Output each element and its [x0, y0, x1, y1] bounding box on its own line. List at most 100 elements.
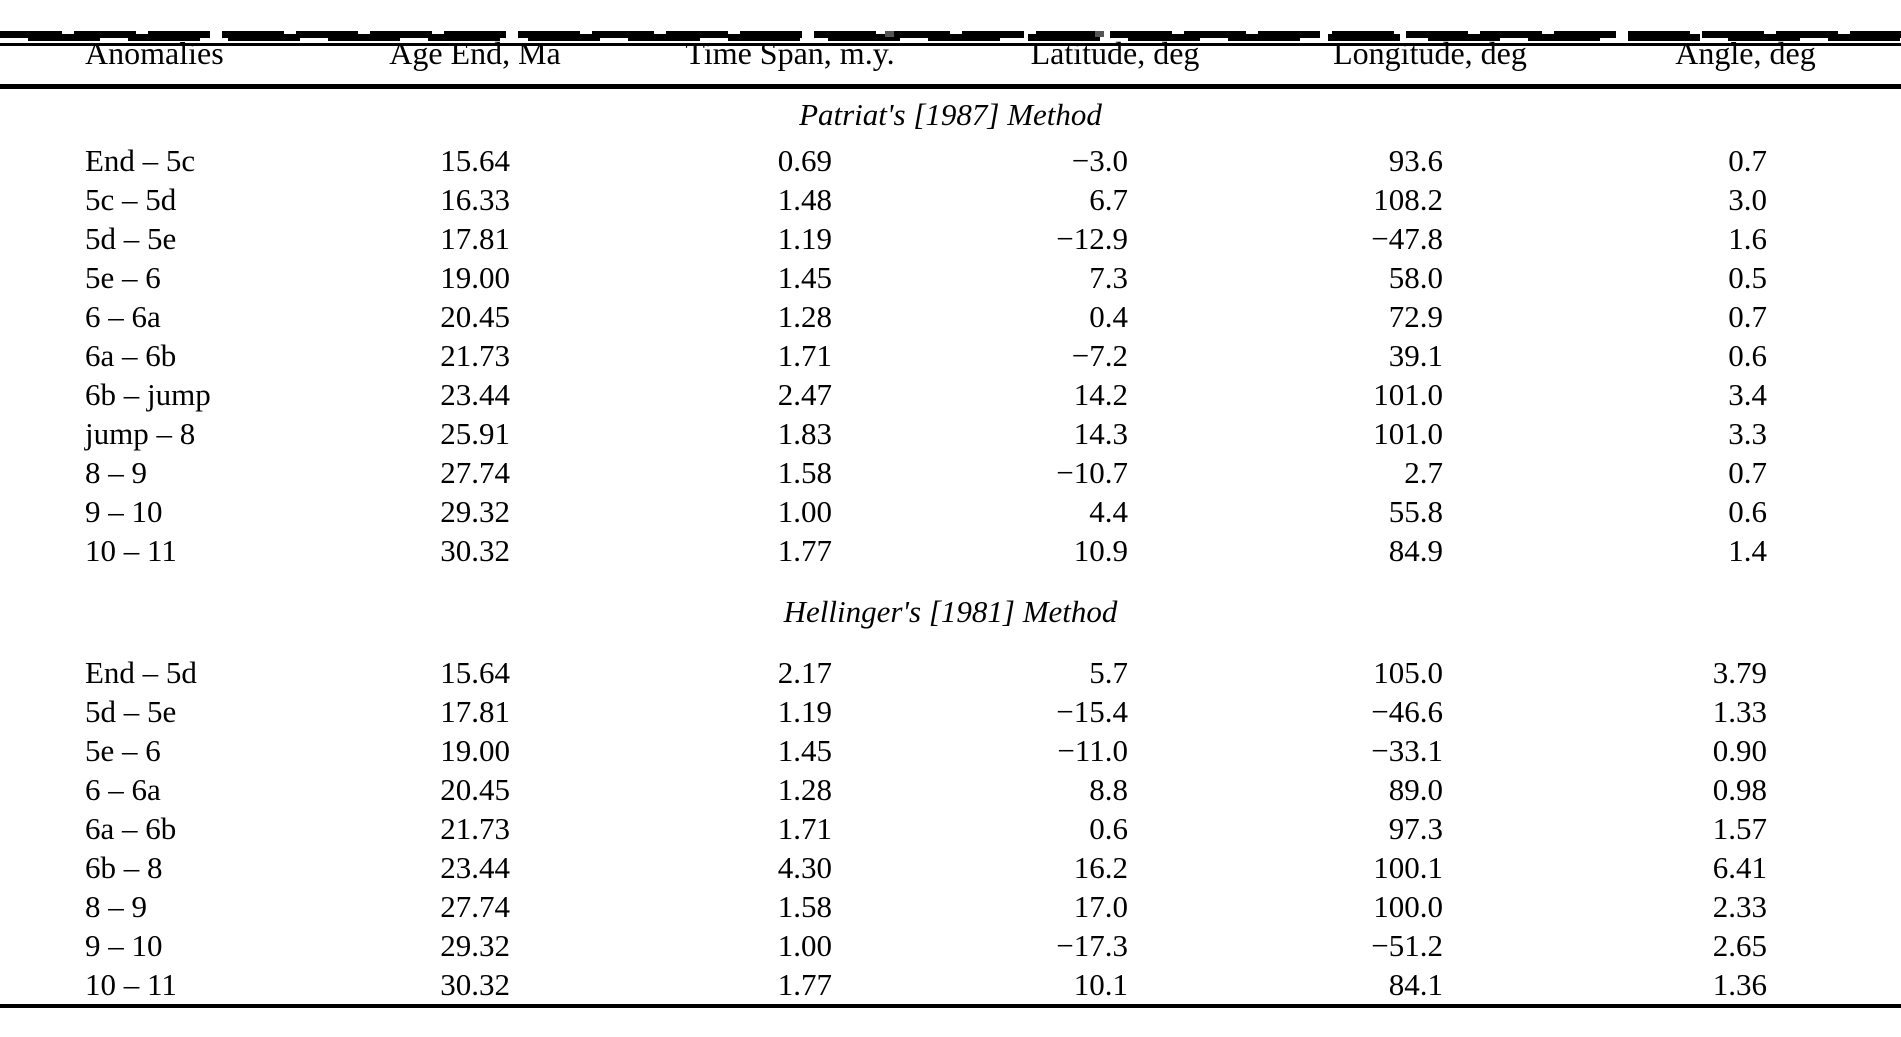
cell-time-span: 1.19	[777, 693, 832, 729]
cell-anomalies: 6b – 8	[85, 849, 163, 885]
cell-anomalies: 5e – 6	[85, 259, 161, 295]
table-row: End – 5d 15.64 2.17 5.7 105.0 3.79	[0, 653, 1901, 692]
cell-age-end: 30.32	[440, 532, 510, 568]
cell-latitude: 6.7	[1089, 181, 1128, 217]
cell-angle: 1.4	[1728, 532, 1767, 568]
table-row: 5d – 5e 17.81 1.19 −12.9 −47.8 1.6	[0, 219, 1901, 258]
table-row: 8 – 9 27.74 1.58 17.0 100.0 2.33	[0, 887, 1901, 926]
section-title: Hellinger's [1981] Method	[783, 593, 1118, 629]
cell-angle: 2.33	[1712, 888, 1767, 924]
cell-age-end: 15.64	[440, 654, 510, 690]
cell-longitude: 97.3	[1388, 810, 1443, 846]
cell-time-span: 1.00	[777, 927, 832, 963]
cell-time-span: 1.00	[777, 493, 832, 529]
cell-anomalies: End – 5c	[85, 142, 196, 178]
cell-age-end: 23.44	[440, 376, 510, 412]
cell-angle: 1.36	[1712, 966, 1767, 1002]
cell-age-end: 21.73	[440, 810, 510, 846]
cell-longitude: 93.6	[1388, 142, 1443, 178]
cell-longitude: −46.6	[1371, 693, 1443, 729]
cell-time-span: 0.69	[777, 142, 832, 178]
cell-latitude: 10.1	[1073, 966, 1128, 1002]
cell-anomalies: 6a – 6b	[85, 337, 177, 373]
cell-angle: 0.7	[1728, 454, 1767, 490]
table-row: 9 – 10 29.32 1.00 4.4 55.8 0.6	[0, 492, 1901, 531]
column-header-time-span: Time Span, m.y.	[685, 35, 895, 72]
table-row: 5c – 5d 16.33 1.48 6.7 108.2 3.0	[0, 180, 1901, 219]
table-row: 10 – 11 30.32 1.77 10.1 84.1 1.36	[0, 965, 1901, 1004]
cell-latitude: −15.4	[1056, 693, 1128, 729]
cell-time-span: 1.48	[777, 181, 832, 217]
cell-longitude: −47.8	[1371, 220, 1443, 256]
table-row: 6a – 6b 21.73 1.71 −7.2 39.1 0.6	[0, 336, 1901, 375]
table-row: 5e – 6 19.00 1.45 −11.0 −33.1 0.90	[0, 731, 1901, 770]
table-row: 8 – 9 27.74 1.58 −10.7 2.7 0.7	[0, 453, 1901, 492]
cell-latitude: 7.3	[1089, 259, 1128, 295]
cell-longitude: 101.0	[1373, 376, 1443, 412]
cell-latitude: −7.2	[1071, 337, 1128, 373]
cell-anomalies: 9 – 10	[85, 493, 163, 529]
cell-age-end: 23.44	[440, 849, 510, 885]
cell-age-end: 27.74	[440, 454, 510, 490]
cell-time-span: 1.45	[777, 732, 832, 768]
cell-longitude: 108.2	[1373, 181, 1443, 217]
cell-longitude: −51.2	[1371, 927, 1443, 963]
cell-anomalies: 8 – 9	[85, 888, 147, 924]
cell-anomalies: 6 – 6a	[85, 298, 161, 334]
top-rule-segment	[0, 34, 1901, 41]
cell-age-end: 19.00	[440, 259, 510, 295]
scan-artifact	[885, 31, 894, 37]
cell-longitude: 89.0	[1388, 771, 1443, 807]
cell-latitude: 0.6	[1089, 810, 1128, 846]
cell-time-span: 1.58	[777, 454, 832, 490]
cell-latitude: 5.7	[1089, 654, 1128, 690]
top-rule	[0, 31, 1901, 46]
cell-time-span: 1.77	[777, 966, 832, 1002]
cell-angle: 0.7	[1728, 142, 1767, 178]
cell-time-span: 1.19	[777, 220, 832, 256]
scan-artifact	[1095, 31, 1104, 37]
cell-time-span: 1.77	[777, 532, 832, 568]
cell-anomalies: 6a – 6b	[85, 810, 177, 846]
cell-anomalies: 5d – 5e	[85, 220, 177, 256]
cell-anomalies: 10 – 11	[85, 532, 177, 568]
cell-angle: 0.90	[1712, 732, 1767, 768]
cell-anomalies: 6 – 6a	[85, 771, 161, 807]
cell-age-end: 21.73	[440, 337, 510, 373]
cell-age-end: 27.74	[440, 888, 510, 924]
cell-longitude: 39.1	[1388, 337, 1443, 373]
table-row: End – 5c 15.64 0.69 −3.0 93.6 0.7	[0, 141, 1901, 180]
cell-angle: 6.41	[1712, 849, 1767, 885]
cell-longitude: 84.1	[1388, 966, 1443, 1002]
cell-anomalies: 6b – jump	[85, 376, 211, 412]
table-row: 5e – 6 19.00 1.45 7.3 58.0 0.5	[0, 258, 1901, 297]
section-title-row: Patriat's [1987] Method	[0, 86, 1901, 141]
cell-time-span: 4.30	[777, 849, 832, 885]
cell-angle: 1.57	[1712, 810, 1767, 846]
cell-age-end: 29.32	[440, 493, 510, 529]
cell-latitude: −12.9	[1056, 220, 1128, 256]
cell-age-end: 25.91	[440, 415, 510, 451]
cell-age-end: 20.45	[440, 298, 510, 334]
cell-age-end: 17.81	[440, 693, 510, 729]
cell-latitude: 0.4	[1089, 298, 1128, 334]
cell-angle: 0.6	[1728, 337, 1767, 373]
table-row: 6 – 6a 20.45 1.28 0.4 72.9 0.7	[0, 297, 1901, 336]
cell-age-end: 30.32	[440, 966, 510, 1002]
cell-angle: 0.7	[1728, 298, 1767, 334]
cell-anomalies: 9 – 10	[85, 927, 163, 963]
cell-latitude: 16.2	[1073, 849, 1128, 885]
section-title-row: Hellinger's [1981] Method	[0, 570, 1901, 653]
table-row: 6b – 8 23.44 4.30 16.2 100.1 6.41	[0, 848, 1901, 887]
cell-latitude: 4.4	[1089, 493, 1128, 529]
cell-anomalies: 5d – 5e	[85, 693, 177, 729]
header-row: Anomalies Age End, Ma Time Span, m.y. La…	[0, 24, 1901, 86]
cell-time-span: 1.71	[777, 810, 832, 846]
cell-age-end: 16.33	[440, 181, 510, 217]
rotation-parameters-table: Anomalies Age End, Ma Time Span, m.y. La…	[0, 24, 1901, 1004]
cell-latitude: 14.3	[1073, 415, 1128, 451]
cell-latitude: −17.3	[1056, 927, 1128, 963]
cell-longitude: 55.8	[1388, 493, 1443, 529]
table-row: 6a – 6b 21.73 1.71 0.6 97.3 1.57	[0, 809, 1901, 848]
cell-anomalies: 8 – 9	[85, 454, 147, 490]
